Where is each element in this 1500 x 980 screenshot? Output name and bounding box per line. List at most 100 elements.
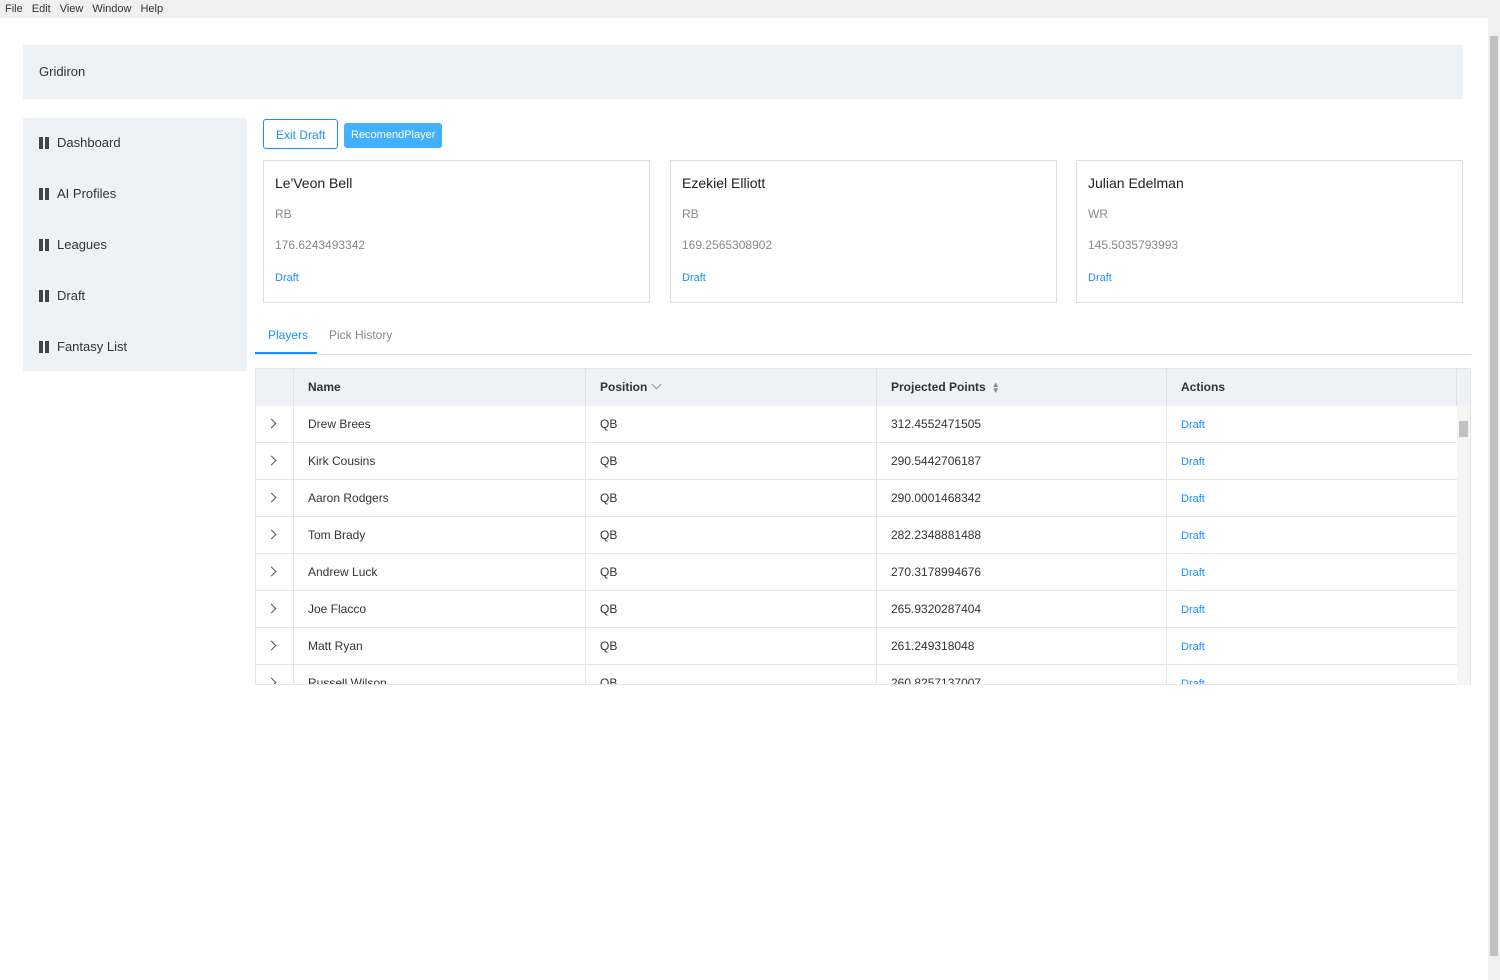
card-position: WR	[1088, 207, 1108, 221]
expand-cell[interactable]	[256, 480, 294, 516]
menu-bar: File Edit View Window Help	[0, 0, 1500, 18]
tab[interactable]: Players	[268, 328, 309, 342]
cell-text: QB	[600, 528, 618, 542]
menu-item[interactable]: Help	[140, 3, 164, 15]
table-row: Russell Wilson QB 260.8257137007 Draft	[256, 665, 1457, 685]
table-scrollbar[interactable]	[1457, 405, 1470, 685]
tab[interactable]: Pick History	[329, 328, 393, 342]
menu-item[interactable]: File	[5, 3, 23, 15]
cell-text: Kirk Cousins	[308, 454, 376, 468]
table-cell: Draft	[1167, 554, 1457, 590]
draft-link[interactable]: Draft	[1181, 604, 1205, 616]
card-draft-link[interactable]: Draft	[1088, 272, 1112, 284]
cell-text: QB	[600, 565, 618, 579]
card-position: RB	[682, 207, 699, 221]
table-cell: QB	[586, 591, 877, 627]
column-title: Position	[600, 380, 648, 394]
players-table: Name Position Projected Points ▲ ▼ Actions Dre…	[255, 368, 1471, 685]
cell-text: Joe Flacco	[308, 602, 367, 616]
table-cell: Draft	[1167, 406, 1457, 442]
table-row: Andrew Luck QB 270.3178994676 Draft	[256, 554, 1457, 591]
expand-cell[interactable]	[256, 554, 294, 590]
draft-link[interactable]: Draft	[1181, 530, 1205, 542]
header: Gridiron	[23, 45, 1463, 99]
table-cell: QB	[586, 480, 877, 516]
nav-item[interactable]: Dashboard	[39, 135, 121, 150]
header-cell	[256, 369, 294, 406]
table-cell: Draft	[1167, 665, 1457, 685]
nav-item[interactable]: AI Profiles	[39, 186, 116, 201]
expand-icon	[266, 677, 277, 684]
tabs: Players Pick History	[255, 320, 1471, 355]
draft-link[interactable]: Draft	[1181, 641, 1205, 653]
menu-item[interactable]: Edit	[31, 3, 51, 15]
table-cell: 260.8257137007	[877, 665, 1167, 685]
table-row: Matt Ryan QB 261.249318048 Draft	[256, 628, 1457, 665]
table-cell: Draft	[1167, 517, 1457, 553]
cell-text: Drew Brees	[308, 417, 371, 431]
cell-text: 260.8257137007	[891, 676, 982, 685]
nav-icon	[39, 289, 43, 302]
nav-item[interactable]: Fantasy List	[39, 339, 127, 354]
draft-link[interactable]: Draft	[1181, 678, 1205, 685]
cell-text: QB	[600, 639, 618, 653]
draft-link[interactable]: Draft	[1181, 419, 1205, 431]
expand-icon	[266, 455, 277, 466]
cell-text: Aaron Rodgers	[308, 491, 389, 505]
nav-icon	[39, 187, 43, 200]
column-title: Name	[308, 380, 341, 394]
cell-text: 270.3178994676	[891, 565, 982, 579]
table-cell: Andrew Luck	[294, 554, 586, 590]
table-cell: Joe Flacco	[294, 591, 586, 627]
tab-underline	[255, 352, 317, 354]
draft-link[interactable]: Draft	[1181, 456, 1205, 468]
table-cell: 270.3178994676	[877, 554, 1167, 590]
recommend-button[interactable]: RecomendPlayer	[344, 123, 443, 148]
expand-cell[interactable]	[256, 517, 294, 553]
table-cell: QB	[586, 554, 877, 590]
column-header[interactable]: Position	[586, 369, 877, 406]
table-cell: QB	[586, 406, 877, 442]
table-cell: 290.0001468342	[877, 480, 1167, 516]
exit-draft-button[interactable]: Exit Draft	[263, 119, 339, 149]
table-cell: 265.9320287404	[877, 591, 1167, 627]
cell-text: 261.249318048	[891, 639, 975, 653]
card-draft-link[interactable]: Draft	[682, 272, 706, 284]
table-cell: Drew Brees	[294, 406, 586, 442]
player-card: Ezekiel Elliott RB 169.2565308902 Draft	[670, 160, 1057, 303]
expand-icon	[266, 418, 277, 429]
nav-icon	[39, 136, 43, 149]
page-scrollbar[interactable]	[1488, 18, 1500, 980]
table-cell: 290.5442706187	[877, 443, 1167, 479]
cell-text: 290.0001468342	[891, 491, 982, 505]
nav-icon	[39, 238, 43, 251]
sidebar: Dashboard AI Profiles Leagues Draft Fantasy …	[23, 118, 247, 371]
cell-text: QB	[600, 417, 618, 431]
table-cell: QB	[586, 443, 877, 479]
card-draft-link[interactable]: Draft	[275, 272, 299, 284]
nav-label: AI Profiles	[57, 186, 117, 201]
table-row: Aaron Rodgers QB 290.0001468342 Draft	[256, 480, 1457, 517]
draft-link[interactable]: Draft	[1181, 567, 1205, 579]
menu-item[interactable]: View	[59, 3, 84, 15]
draft-link[interactable]: Draft	[1181, 493, 1205, 505]
table-cell: QB	[586, 628, 877, 664]
expand-cell[interactable]	[256, 406, 294, 442]
cell-text: QB	[600, 602, 618, 616]
cell-text: Russell Wilson	[308, 676, 387, 685]
table-cell: Aaron Rodgers	[294, 480, 586, 516]
table-cell: QB	[586, 517, 877, 553]
nav-item[interactable]: Draft	[39, 288, 85, 303]
expand-cell[interactable]	[256, 628, 294, 664]
menu-item[interactable]: Window	[92, 3, 132, 15]
expand-cell[interactable]	[256, 591, 294, 627]
card-position: RB	[275, 207, 292, 221]
nav-item[interactable]: Leagues	[39, 237, 107, 252]
expand-cell[interactable]	[256, 665, 294, 684]
expand-cell[interactable]	[256, 443, 294, 479]
nav-label: Fantasy List	[57, 339, 128, 354]
column-header[interactable]: Projected Points ▲ ▼	[877, 369, 1167, 406]
card-name: Le'Veon Bell	[275, 175, 353, 191]
player-card: Julian Edelman WR 145.5035793993 Draft	[1076, 160, 1463, 303]
card-points: 145.5035793993	[1088, 238, 1179, 252]
